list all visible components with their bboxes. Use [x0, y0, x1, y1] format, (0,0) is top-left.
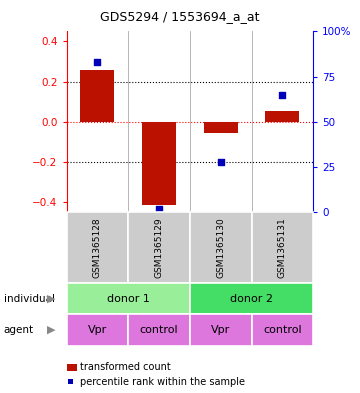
Bar	[190, 212, 252, 283]
Text: GDS5294 / 1553694_a_at: GDS5294 / 1553694_a_at	[100, 10, 260, 23]
Point	[156, 206, 162, 212]
Point	[95, 59, 100, 65]
Text: transformed count: transformed count	[80, 362, 171, 372]
Text: GSM1365130: GSM1365130	[216, 217, 225, 278]
Bar	[128, 212, 190, 283]
Text: GSM1365129: GSM1365129	[154, 217, 163, 278]
Bar	[67, 283, 190, 314]
Text: Vpr: Vpr	[211, 325, 230, 335]
Bar	[142, 122, 176, 205]
Bar	[81, 70, 114, 122]
Text: ▶: ▶	[47, 325, 56, 335]
Bar	[67, 314, 128, 346]
Bar	[190, 283, 313, 314]
Bar	[252, 212, 313, 283]
Text: control: control	[263, 325, 302, 335]
Bar	[128, 314, 190, 346]
Bar	[67, 212, 128, 283]
Text: donor 2: donor 2	[230, 294, 273, 304]
Text: percentile rank within the sample: percentile rank within the sample	[80, 376, 245, 387]
Bar	[265, 111, 299, 122]
Text: ▶: ▶	[47, 294, 56, 304]
Bar	[190, 314, 252, 346]
Text: control: control	[140, 325, 179, 335]
Text: agent: agent	[4, 325, 34, 335]
Bar	[252, 314, 313, 346]
Text: GSM1365128: GSM1365128	[93, 217, 102, 278]
Text: individual: individual	[4, 294, 55, 304]
Point	[218, 158, 224, 165]
Point	[279, 92, 285, 98]
Bar	[204, 122, 238, 133]
Text: donor 1: donor 1	[107, 294, 150, 304]
Text: GSM1365131: GSM1365131	[278, 217, 287, 278]
Text: Vpr: Vpr	[88, 325, 107, 335]
